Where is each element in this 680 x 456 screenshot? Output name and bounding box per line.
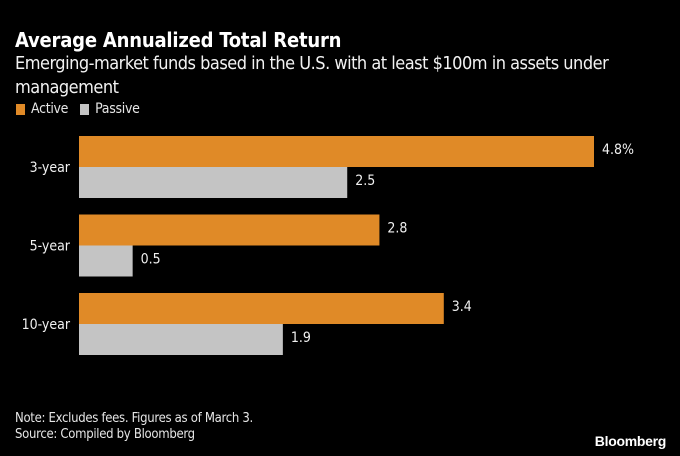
legend-item-active: Active — [16, 101, 68, 117]
bloomberg-logo: Bloomberg — [594, 433, 667, 449]
bar-active-3-year — [79, 136, 594, 167]
bar-active-10-year — [79, 293, 444, 324]
legend: Active Passive — [16, 101, 152, 117]
legend-item-passive: Passive — [80, 101, 140, 117]
bar-passive-10-year — [79, 324, 283, 355]
source-text: Source: Compiled by Bloomberg — [15, 427, 195, 442]
legend-label-passive: Passive — [95, 101, 140, 117]
data-label: 4.8% — [602, 142, 634, 158]
bar-active-5-year — [79, 214, 380, 246]
data-label: 1.9 — [291, 330, 311, 346]
legend-label-active: Active — [31, 101, 69, 117]
note-text: Note: Excludes fees. Figures as of March… — [15, 411, 253, 426]
data-label: 2.5 — [355, 173, 375, 189]
bar-passive-5-year — [79, 245, 133, 277]
chart-subtitle: Emerging-market funds based in the U.S. … — [15, 53, 609, 98]
bar-passive-3-year — [79, 167, 348, 198]
category-label: 5-year — [30, 239, 71, 255]
chart-footnote: Note: Excludes fees. Figures as of March… — [15, 411, 253, 443]
data-label: 0.5 — [141, 252, 161, 268]
data-label: 2.8 — [387, 221, 407, 237]
data-label: 3.4 — [452, 299, 472, 315]
legend-swatch-passive — [80, 103, 90, 115]
chart-title: Average Annualized Total Return — [15, 28, 342, 52]
category-label: 10-year — [22, 317, 71, 333]
legend-swatch-active — [16, 103, 25, 115]
category-label: 3-year — [30, 160, 71, 176]
